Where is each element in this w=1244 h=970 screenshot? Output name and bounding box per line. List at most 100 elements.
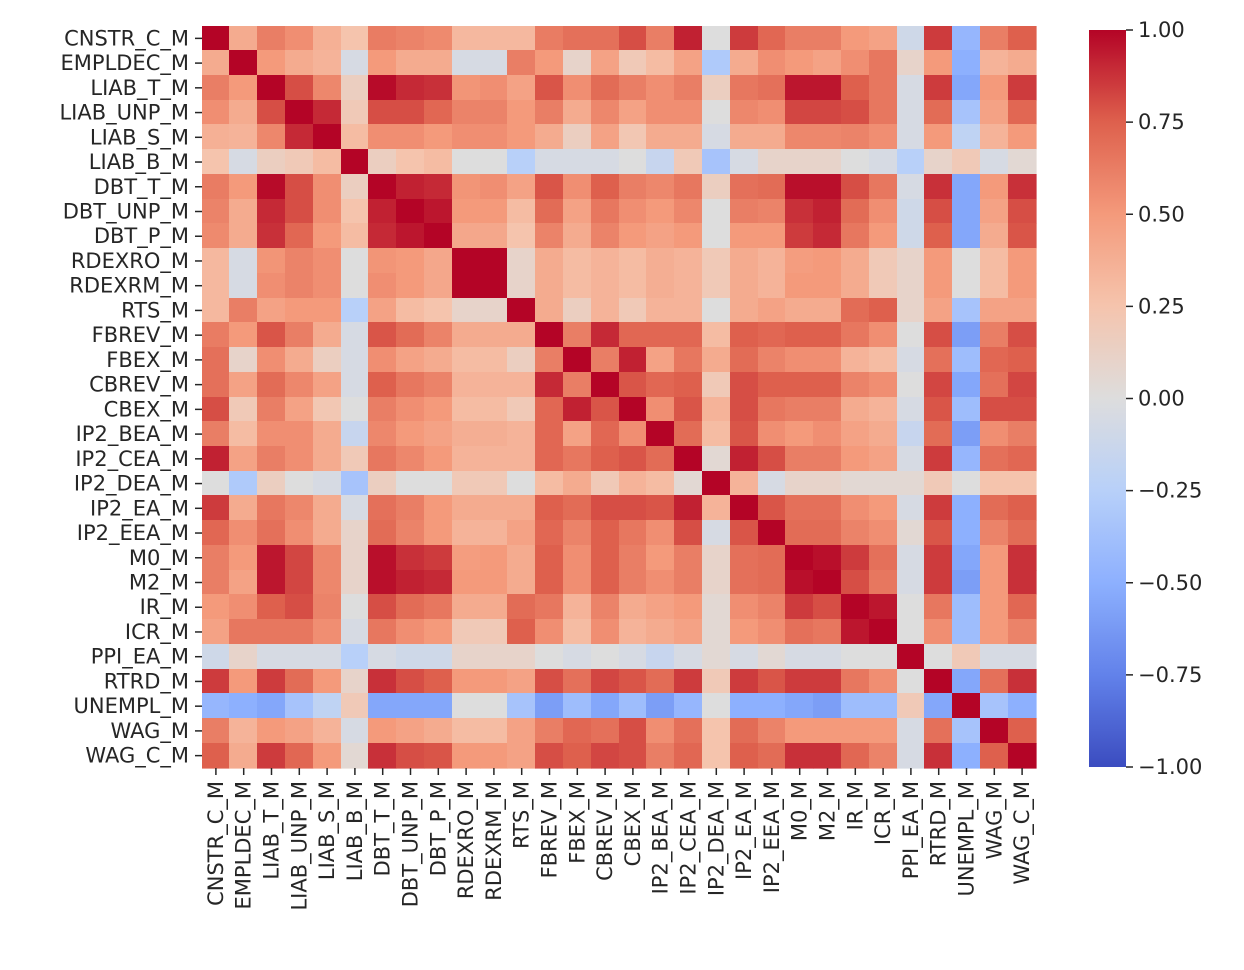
heatmap-cell xyxy=(257,149,286,175)
heatmap-cell xyxy=(758,545,786,571)
heatmap-cell xyxy=(591,718,620,744)
heatmap-cell xyxy=(424,446,453,472)
heatmap-cell xyxy=(229,124,258,150)
heatmap-cell xyxy=(257,50,286,76)
heatmap-cell xyxy=(730,100,759,125)
heatmap-cell xyxy=(1008,669,1037,694)
heatmap-cell xyxy=(563,471,592,496)
heatmap-cell xyxy=(229,421,258,447)
heatmap-cell xyxy=(813,223,842,249)
heatmap-cell xyxy=(480,149,508,175)
heatmap-cell xyxy=(202,520,230,546)
heatmap-cell xyxy=(841,273,870,299)
heatmap-cell xyxy=(980,718,1009,744)
heatmap-cell xyxy=(952,644,981,670)
heatmap-cell xyxy=(535,50,564,76)
heatmap-cell xyxy=(730,347,759,373)
heatmap-cell xyxy=(646,100,675,125)
heatmap-cell xyxy=(646,50,675,76)
heatmap-cell xyxy=(368,100,397,125)
heatmap-cell xyxy=(480,100,508,125)
heatmap-cell xyxy=(646,347,675,373)
y-tick-label: IP2_BEA_M xyxy=(76,422,189,447)
heatmap-cell xyxy=(980,421,1009,447)
heatmap-cell xyxy=(396,743,425,769)
heatmap-cell xyxy=(285,669,314,694)
heatmap-cell xyxy=(897,248,925,274)
heatmap-cell xyxy=(341,570,369,595)
heatmap-cell xyxy=(452,421,481,447)
heatmap-cell xyxy=(952,100,981,125)
heatmap-cell xyxy=(396,174,425,200)
heatmap-cell xyxy=(702,545,731,571)
heatmap-cell xyxy=(396,471,425,496)
heatmap-cell xyxy=(980,223,1009,249)
heatmap-cell xyxy=(452,124,481,150)
heatmap-cell xyxy=(619,149,647,175)
heatmap-cell xyxy=(396,322,425,348)
heatmap-cell xyxy=(480,273,508,299)
x-tick-label: CBEX_M xyxy=(621,781,646,866)
heatmap-cell xyxy=(897,199,925,224)
heatmap-cell xyxy=(702,75,731,101)
heatmap-cell xyxy=(980,273,1009,299)
heatmap-cell xyxy=(396,718,425,744)
heatmap-cell xyxy=(785,149,814,175)
heatmap-cell xyxy=(785,124,814,150)
heatmap-cell xyxy=(480,397,508,422)
heatmap-cell xyxy=(563,743,592,769)
heatmap-cell xyxy=(619,570,647,595)
heatmap-cell xyxy=(285,174,314,200)
heatmap-cell xyxy=(341,174,369,200)
colorbar-tick-label: −1.00 xyxy=(1138,755,1202,779)
heatmap-cell xyxy=(646,372,675,398)
heatmap-cell xyxy=(813,347,842,373)
heatmap-cell xyxy=(730,743,759,769)
heatmap-cell xyxy=(1008,471,1037,496)
heatmap-cell xyxy=(785,298,814,323)
heatmap-cell xyxy=(646,223,675,249)
heatmap-cell xyxy=(897,322,925,348)
heatmap-cell xyxy=(480,421,508,447)
heatmap-cell xyxy=(674,298,703,323)
heatmap-cell xyxy=(452,347,481,373)
heatmap-cell xyxy=(980,26,1009,51)
heatmap-cell xyxy=(591,273,620,299)
heatmap-cell xyxy=(507,718,536,744)
heatmap-cell xyxy=(396,693,425,719)
heatmap-cell xyxy=(396,570,425,595)
heatmap-cell xyxy=(396,619,425,645)
heatmap-cell xyxy=(1008,594,1037,620)
heatmap-cell xyxy=(702,273,731,299)
heatmap-cell xyxy=(313,322,342,348)
heatmap-cell xyxy=(563,495,592,521)
heatmap-cell xyxy=(619,100,647,125)
heatmap-cell xyxy=(646,26,675,51)
heatmap-cell xyxy=(758,669,786,694)
heatmap-cell xyxy=(1008,50,1037,76)
heatmap-cell xyxy=(563,520,592,546)
heatmap-cell xyxy=(341,26,369,51)
heatmap-cell xyxy=(535,743,564,769)
heatmap-cell xyxy=(452,223,481,249)
heatmap-cell xyxy=(313,619,342,645)
heatmap-cell xyxy=(507,100,536,125)
heatmap-cell xyxy=(785,619,814,645)
heatmap-cell xyxy=(257,495,286,521)
heatmap-cell xyxy=(952,471,981,496)
heatmap-cell xyxy=(952,718,981,744)
colorbar-tick-label: −0.50 xyxy=(1138,571,1202,595)
heatmap-cell xyxy=(452,273,481,299)
heatmap-cell xyxy=(535,644,564,670)
heatmap-cell xyxy=(452,718,481,744)
heatmap-cell xyxy=(758,421,786,447)
heatmap-cell xyxy=(341,397,369,422)
heatmap-cell xyxy=(341,421,369,447)
heatmap-cell xyxy=(563,322,592,348)
heatmap-cell xyxy=(257,298,286,323)
heatmap-cell xyxy=(897,50,925,76)
heatmap-cell xyxy=(563,718,592,744)
heatmap-cell xyxy=(924,347,953,373)
heatmap-cell xyxy=(785,644,814,670)
